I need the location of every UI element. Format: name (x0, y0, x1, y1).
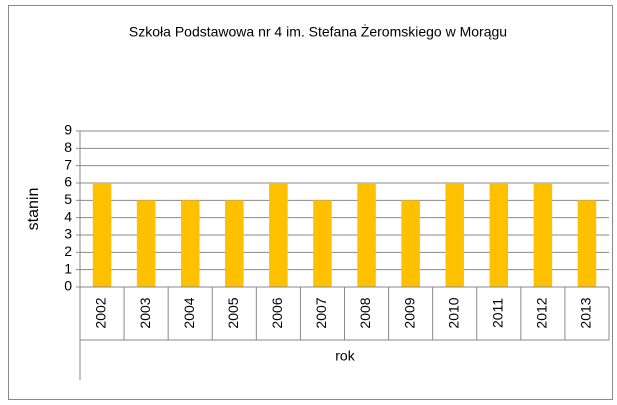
x-tick-label: 2003 (137, 297, 153, 328)
x-tick-label: 2008 (357, 297, 373, 328)
y-tick-label: 6 (64, 174, 72, 190)
bar (313, 200, 332, 287)
y-tick-label: 4 (64, 208, 72, 224)
y-tick-label: 0 (64, 278, 72, 294)
y-tick-label: 3 (64, 226, 72, 242)
x-tick-label: 2007 (313, 297, 329, 328)
y-axis-label: stanin (25, 188, 42, 231)
bar (136, 200, 156, 287)
y-tick-label: 2 (64, 243, 72, 259)
x-tick-label: 2005 (225, 297, 241, 328)
bar (577, 200, 597, 287)
bar (269, 183, 288, 287)
x-tick-label: 2006 (269, 297, 285, 328)
x-tick-label: 2011 (489, 298, 505, 328)
x-tick-label: 2002 (93, 297, 109, 328)
x-tick-label: 2009 (401, 297, 417, 328)
bar (180, 200, 200, 287)
y-tick-label: 7 (64, 156, 72, 172)
x-tick-label: 2012 (534, 297, 550, 328)
x-tick-label: 2013 (578, 297, 594, 328)
y-tick-label: 8 (64, 139, 72, 155)
x-axis-label: rok (335, 348, 355, 364)
bar (533, 183, 553, 287)
bar (489, 183, 509, 287)
x-tick-label: 2010 (445, 297, 461, 328)
y-tick-label: 5 (64, 191, 72, 207)
bar (225, 200, 244, 287)
chart-title: Szkoła Podstawowa nr 4 im. Stefana Żerom… (129, 23, 507, 40)
bar (445, 183, 464, 287)
x-tick-label: 2004 (181, 297, 197, 328)
bar (92, 183, 112, 287)
y-tick-label: 9 (64, 122, 72, 138)
bar (357, 183, 376, 287)
bar (401, 200, 420, 287)
y-tick-label: 1 (64, 260, 72, 276)
